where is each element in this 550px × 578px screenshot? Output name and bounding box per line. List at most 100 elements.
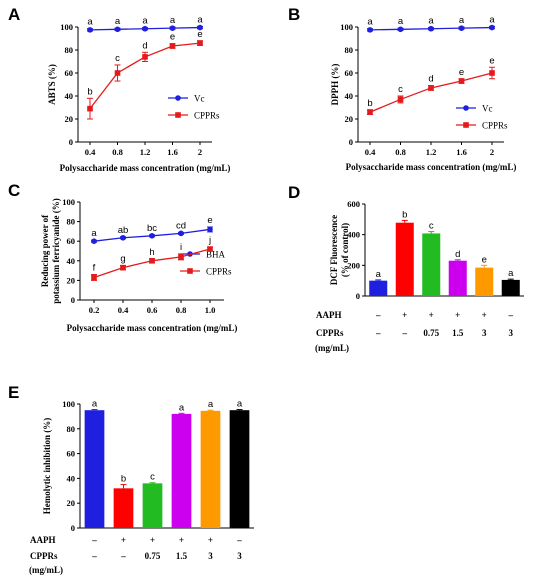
panel-b-legend-label: Vc — [482, 104, 493, 114]
panel-e-y-tick-label: 100 — [62, 399, 75, 409]
panel-d-cpprs-cell: 3 — [509, 328, 514, 338]
panel-d-aaph-cell: + — [455, 310, 460, 320]
panel-b-significance-letter: e — [489, 55, 494, 66]
panel-e-y-tick-label: 80 — [67, 424, 76, 434]
panel-c-x-tick-label: 0.8 — [176, 305, 187, 315]
panel-c-significance-letter: g — [120, 254, 125, 265]
panel-b-legend-marker — [463, 122, 469, 128]
panel-d-aaph-cell: + — [402, 310, 407, 320]
panel-b-y-tick-label: 20 — [345, 114, 354, 124]
panel-b-x-tick-label: 0.4 — [365, 147, 376, 157]
panel-d-significance-letter: c — [429, 221, 434, 232]
panel-d-bar — [501, 279, 520, 296]
panel-c-x-tick-label: 1.0 — [205, 305, 216, 315]
panel-b-data-point — [367, 27, 373, 33]
panel-e-aaph-cell: + — [150, 535, 155, 545]
panel-a-x-tick-label: 1.6 — [167, 147, 178, 157]
panel-d-significance-letter: a — [376, 269, 382, 280]
panel-c-significance-letter: h — [149, 247, 154, 258]
panel-a-significance-letter: c — [115, 53, 120, 64]
panel-c-legend-marker — [187, 268, 193, 274]
panel-b-significance-letter: a — [459, 15, 465, 26]
panel-d-y-tick-label: 0 — [356, 291, 360, 301]
panel-a-significance-letter: a — [87, 17, 93, 28]
panel-c-y-tick-label: 40 — [67, 256, 76, 266]
panel-a-x-tick-label: 0.4 — [85, 147, 96, 157]
panel-b-y-tick-label: 80 — [345, 45, 354, 55]
panel-e-cpprs-cell: 0.75 — [145, 551, 161, 561]
panel-c-y-tick-label: 80 — [67, 217, 76, 227]
panel-c-significance-letter: bc — [147, 223, 157, 234]
panel-d-row-label-aaph: AAPH — [316, 310, 342, 320]
panel-d-significance-letter: d — [455, 249, 460, 260]
panel-a-y-tick-label: 40 — [65, 91, 74, 101]
panel-a-x-tick-label: 2 — [198, 147, 202, 157]
panel-a-significance-letter: a — [170, 15, 176, 26]
panel-e-bar — [200, 410, 221, 528]
panel-label-b: B — [288, 5, 300, 24]
panel-e-aaph-cell: + — [121, 535, 126, 545]
panel-d-aaph-cell: – — [508, 310, 514, 320]
panel-b-significance-letter: c — [398, 84, 403, 95]
panel-c-significance-letter: cd — [176, 220, 186, 231]
panel-b-x-tick-label: 2 — [490, 147, 494, 157]
panel-c-y-tick-label: 60 — [67, 236, 76, 246]
panel-label-e: E — [8, 383, 19, 402]
panel-b-y-tick-label: 60 — [345, 68, 354, 78]
panel-b-data-point — [367, 109, 373, 115]
panel-c-y-tick-label: 100 — [62, 197, 75, 207]
panel-d-row-label-cpprs: CPPRs — [316, 328, 344, 338]
panel-d-bar — [369, 280, 388, 296]
panel-e-y-axis-title: Hemolytic inhibition (%) — [42, 418, 52, 515]
panel-e-significance-letter: a — [237, 399, 243, 410]
panel-d-row-label-unit: (mg/mL) — [315, 343, 349, 353]
panel-e-row-label-aaph: AAPH — [30, 535, 56, 545]
panel-c-legend-label: CPPRs — [206, 267, 232, 277]
panel-a-data-point — [142, 25, 148, 32]
panel-d-y-tick-label: 400 — [347, 230, 360, 240]
panel-c-data-point — [149, 258, 155, 264]
panel-b-data-point — [489, 70, 495, 76]
panel-b-data-point — [489, 24, 495, 31]
panel-a-y-tick-label: 60 — [65, 68, 74, 78]
panel-b-significance-letter: b — [367, 98, 372, 109]
panel-e-cpprs-cell: 1.5 — [176, 551, 188, 561]
panel-b-data-point — [428, 25, 434, 32]
panel-e-bar — [113, 488, 134, 528]
panel-d-cpprs-cell: 1.5 — [452, 328, 464, 338]
panel-e-aaph-cell: + — [208, 535, 213, 545]
panel-c-chart: 0 20 40 60 80 100 0.2 0.4 0.6 0.8 1.0 Polysaccharid… — [40, 197, 237, 333]
panel-c-significance-letter: e — [207, 215, 212, 226]
panel-a-data-point — [114, 26, 121, 33]
panel-e-y-tick-label: 0 — [71, 523, 75, 533]
panel-label-c: C — [8, 181, 20, 200]
panel-a-significance-letter: e — [197, 29, 202, 40]
panel-c-data-point — [207, 246, 213, 252]
panel-c-data-point — [178, 230, 184, 237]
panel-b-data-point — [397, 26, 404, 33]
panel-d-cpprs-cell: 0.75 — [423, 328, 439, 338]
panel-e-significance-letter: a — [92, 399, 98, 410]
panel-c-x-tick-label: 0.4 — [118, 305, 129, 315]
panel-a-data-point — [169, 43, 176, 49]
panel-c-significance-letter: a — [91, 228, 97, 239]
panel-c-y-tick-label: 0 — [71, 295, 75, 305]
panel-b-legend-label: CPPRs — [482, 121, 508, 131]
panel-d-cpprs-cell: – — [402, 328, 408, 338]
panel-e-cpprs-cell: 3 — [208, 551, 213, 561]
panel-e-significance-letter: a — [208, 399, 214, 410]
panel-a-y-tick-label: 80 — [65, 45, 74, 55]
panel-b-x-axis-title: Polysaccharide mass concentration (mg/mL… — [346, 162, 517, 172]
panel-a-significance-letter: e — [170, 32, 175, 43]
panel-e-aaph-cell: – — [91, 535, 97, 545]
panel-e-aaph-cell: + — [179, 535, 184, 545]
panel-e-bar — [229, 410, 250, 528]
panel-e-cpprs-cell: 3 — [237, 551, 242, 561]
panel-a-y-tick-label: 20 — [65, 114, 74, 124]
panel-c-data-point — [91, 274, 97, 281]
panel-a-data-point — [87, 27, 93, 33]
panel-b-significance-letter: d — [428, 74, 433, 85]
panel-a-data-point — [197, 40, 203, 46]
